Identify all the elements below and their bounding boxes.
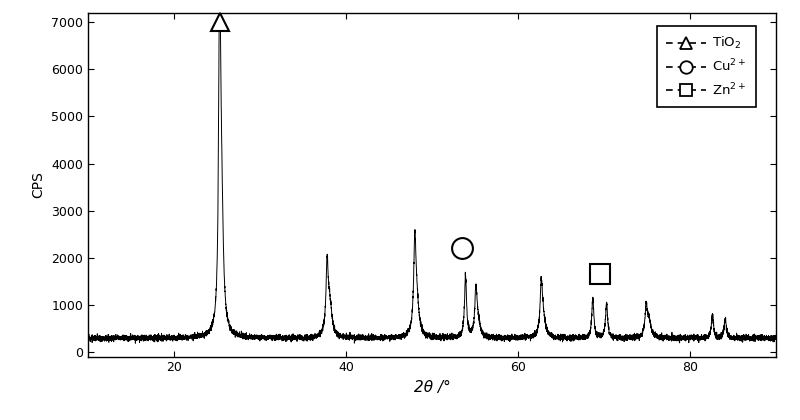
X-axis label: 2θ /°: 2θ /° (414, 380, 450, 395)
Legend: TiO$_2$, Cu$^{2+}$, Zn$^{2+}$: TiO$_2$, Cu$^{2+}$, Zn$^{2+}$ (657, 26, 756, 107)
Y-axis label: CPS: CPS (31, 171, 46, 198)
